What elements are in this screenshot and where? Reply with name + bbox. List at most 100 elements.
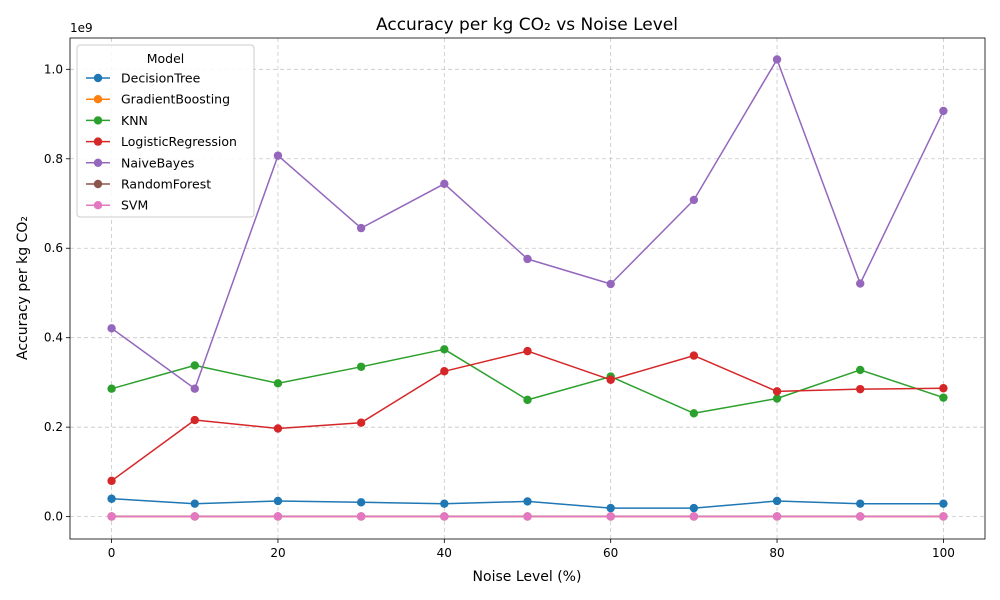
data-point-decisiontree — [107, 494, 116, 503]
x-axis-label: Noise Level (%) — [473, 569, 582, 585]
data-point-knn — [440, 345, 449, 354]
data-point-svm — [689, 512, 699, 521]
series-layer — [107, 55, 948, 521]
data-point-svm — [772, 512, 782, 521]
data-point-svm — [440, 512, 449, 521]
data-point-svm — [190, 512, 199, 521]
legend-swatch-marker — [93, 73, 103, 83]
legend-label: LogisticRegression — [121, 134, 237, 149]
data-point-naivebayes — [190, 384, 199, 393]
data-point-naivebayes — [606, 279, 615, 289]
x-tick-label: 60 — [603, 546, 618, 560]
legend-item-naivebayes: NaiveBayes — [86, 155, 194, 170]
x-axis-ticks: 0 20 40 60 80 100 — [108, 539, 955, 560]
legend-label: SVM — [121, 198, 148, 213]
legend-item-svm: SVM — [86, 198, 148, 213]
data-point-logisticregression — [107, 476, 116, 486]
data-point-decisiontree — [190, 499, 199, 508]
legend-items: DecisionTree GradientBoosting KNN LogisticR… — [86, 71, 237, 213]
data-point-knn — [190, 361, 199, 370]
legend-swatch-marker — [93, 201, 103, 210]
data-point-logisticregression — [190, 415, 199, 425]
data-point-naivebayes — [356, 223, 366, 233]
x-tick-label: 40 — [437, 546, 452, 560]
series-logisticregression — [107, 346, 948, 486]
legend-label: RandomForest — [121, 177, 211, 192]
data-point-knn — [689, 409, 699, 418]
y-tick-label: 0.6 — [44, 241, 63, 255]
legend-label: GradientBoosting — [121, 92, 230, 107]
legend-label: KNN — [121, 113, 148, 128]
data-point-svm — [856, 512, 865, 521]
data-point-logisticregression — [939, 384, 948, 393]
data-point-knn — [939, 393, 948, 402]
data-point-logisticregression — [356, 418, 366, 427]
legend-box — [76, 44, 255, 218]
legend-item-logisticregression: LogisticRegression — [86, 134, 237, 149]
data-point-logisticregression — [273, 424, 283, 433]
data-point-logisticregression — [606, 375, 615, 384]
legend-swatch-marker — [93, 116, 103, 125]
data-point-decisiontree — [689, 503, 699, 513]
data-point-decisiontree — [523, 497, 532, 506]
data-point-naivebayes — [107, 324, 116, 333]
plot-frame — [69, 37, 986, 540]
data-point-decisiontree — [440, 499, 449, 508]
data-point-logisticregression — [856, 384, 865, 394]
x-tick-label: 20 — [270, 546, 285, 560]
legend-item-knn: KNN — [86, 113, 148, 128]
series-svm — [107, 512, 948, 521]
y-tick-label: 0.8 — [44, 152, 63, 166]
data-point-naivebayes — [440, 179, 449, 189]
y-tick-label: 0.0 — [44, 510, 63, 524]
data-point-svm — [939, 512, 948, 521]
legend: Model DecisionTree GradientBoosting KNN Log… — [76, 44, 255, 218]
legend-label: DecisionTree — [121, 71, 201, 86]
data-point-logisticregression — [689, 351, 699, 360]
data-point-naivebayes — [273, 151, 283, 160]
data-point-logisticregression — [440, 367, 449, 376]
data-point-decisiontree — [273, 496, 283, 506]
data-point-svm — [523, 512, 532, 521]
legend-swatch-marker — [93, 158, 103, 167]
y-tick-label: 0.2 — [44, 420, 63, 434]
data-point-knn — [107, 384, 116, 393]
data-point-knn — [273, 379, 283, 388]
data-point-decisiontree — [356, 498, 366, 507]
y-axis-ticks: 0.0 0.2 0.4 0.6 0.8 1.0 — [44, 62, 70, 524]
data-point-svm — [606, 512, 615, 521]
data-point-naivebayes — [856, 279, 865, 288]
data-point-logisticregression — [523, 346, 532, 356]
data-point-decisiontree — [606, 503, 615, 513]
series-naivebayes — [107, 55, 948, 393]
y-tick-label: 0.4 — [44, 331, 63, 345]
series-line-logisticregression — [111, 350, 944, 482]
data-point-knn — [856, 365, 865, 375]
data-point-decisiontree — [939, 499, 948, 508]
data-point-decisiontree — [856, 499, 865, 508]
data-point-decisiontree — [772, 496, 782, 506]
legend-swatch-marker — [93, 179, 103, 189]
series-decisiontree — [107, 494, 948, 513]
legend-swatch-marker — [93, 95, 103, 104]
legend-item-gradientboosting: GradientBoosting — [86, 92, 230, 107]
data-point-knn — [772, 394, 782, 403]
series-knn — [107, 345, 948, 418]
legend-title: Model — [147, 51, 185, 66]
data-point-knn — [356, 362, 366, 371]
x-tick-label: 100 — [932, 546, 955, 560]
data-point-logisticregression — [772, 387, 782, 396]
data-point-svm — [356, 512, 366, 521]
data-point-knn — [523, 395, 532, 405]
legend-item-decisiontree: DecisionTree — [86, 71, 201, 86]
legend-item-randomforest: RandomForest — [86, 177, 211, 192]
y-tick-label: 1.0 — [44, 62, 63, 76]
data-point-svm — [273, 512, 283, 521]
x-tick-label: 0 — [108, 546, 116, 560]
data-point-naivebayes — [772, 55, 782, 64]
legend-label: NaiveBayes — [121, 155, 194, 170]
x-tick-label: 80 — [769, 546, 784, 560]
legend-swatch-marker — [93, 137, 103, 146]
data-point-naivebayes — [523, 254, 532, 264]
